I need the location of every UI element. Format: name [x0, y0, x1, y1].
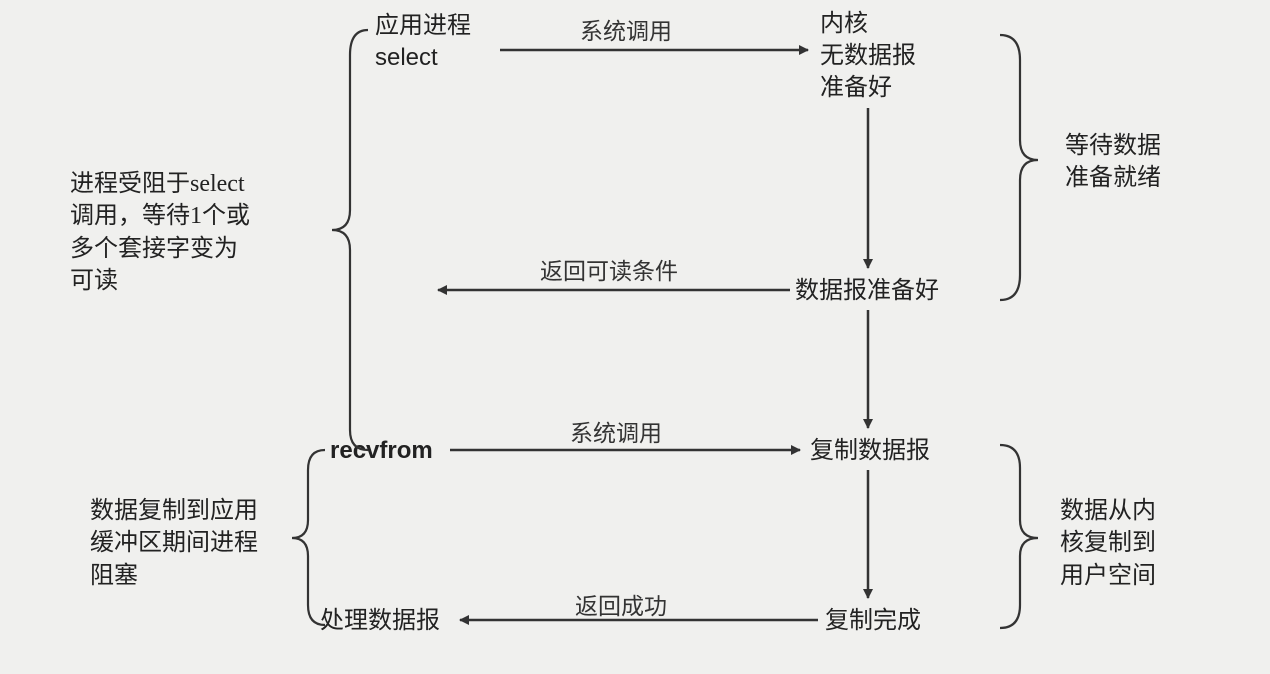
copy-node: 复制数据报	[810, 435, 930, 467]
app-select-line1: 应用进程	[375, 10, 471, 42]
label-syscall2: 系统调用	[570, 420, 662, 448]
brace-left-upper	[332, 30, 368, 450]
brace-left-lower	[292, 450, 325, 625]
brace-right-lower-text: 数据从内 核复制到 用户空间	[1060, 495, 1156, 592]
copy-done-node: 复制完成	[825, 605, 921, 637]
label-return-ok: 返回成功	[575, 593, 667, 621]
kernel-line2: 无数据报	[820, 40, 916, 72]
process-node: 处理数据报	[320, 605, 440, 637]
kernel-line1: 内核	[820, 8, 868, 40]
brace-right-lower	[1000, 445, 1038, 628]
label-return-readable: 返回可读条件	[540, 258, 678, 286]
label-syscall1: 系统调用	[580, 18, 672, 46]
brace-left-upper-text: 进程受阻于select 调用，等待1个或 多个套接字变为 可读	[70, 168, 250, 298]
brace-right-upper-text: 等待数据 准备就绪	[1065, 130, 1161, 195]
recvfrom-node: recvfrom	[330, 435, 433, 467]
app-select-line2: select	[375, 42, 438, 74]
brace-left-lower-text: 数据复制到应用 缓冲区期间进程 阻塞	[90, 495, 258, 592]
ready-node: 数据报准备好	[795, 275, 939, 307]
brace-right-upper	[1000, 35, 1038, 300]
kernel-line3: 准备好	[820, 72, 892, 104]
